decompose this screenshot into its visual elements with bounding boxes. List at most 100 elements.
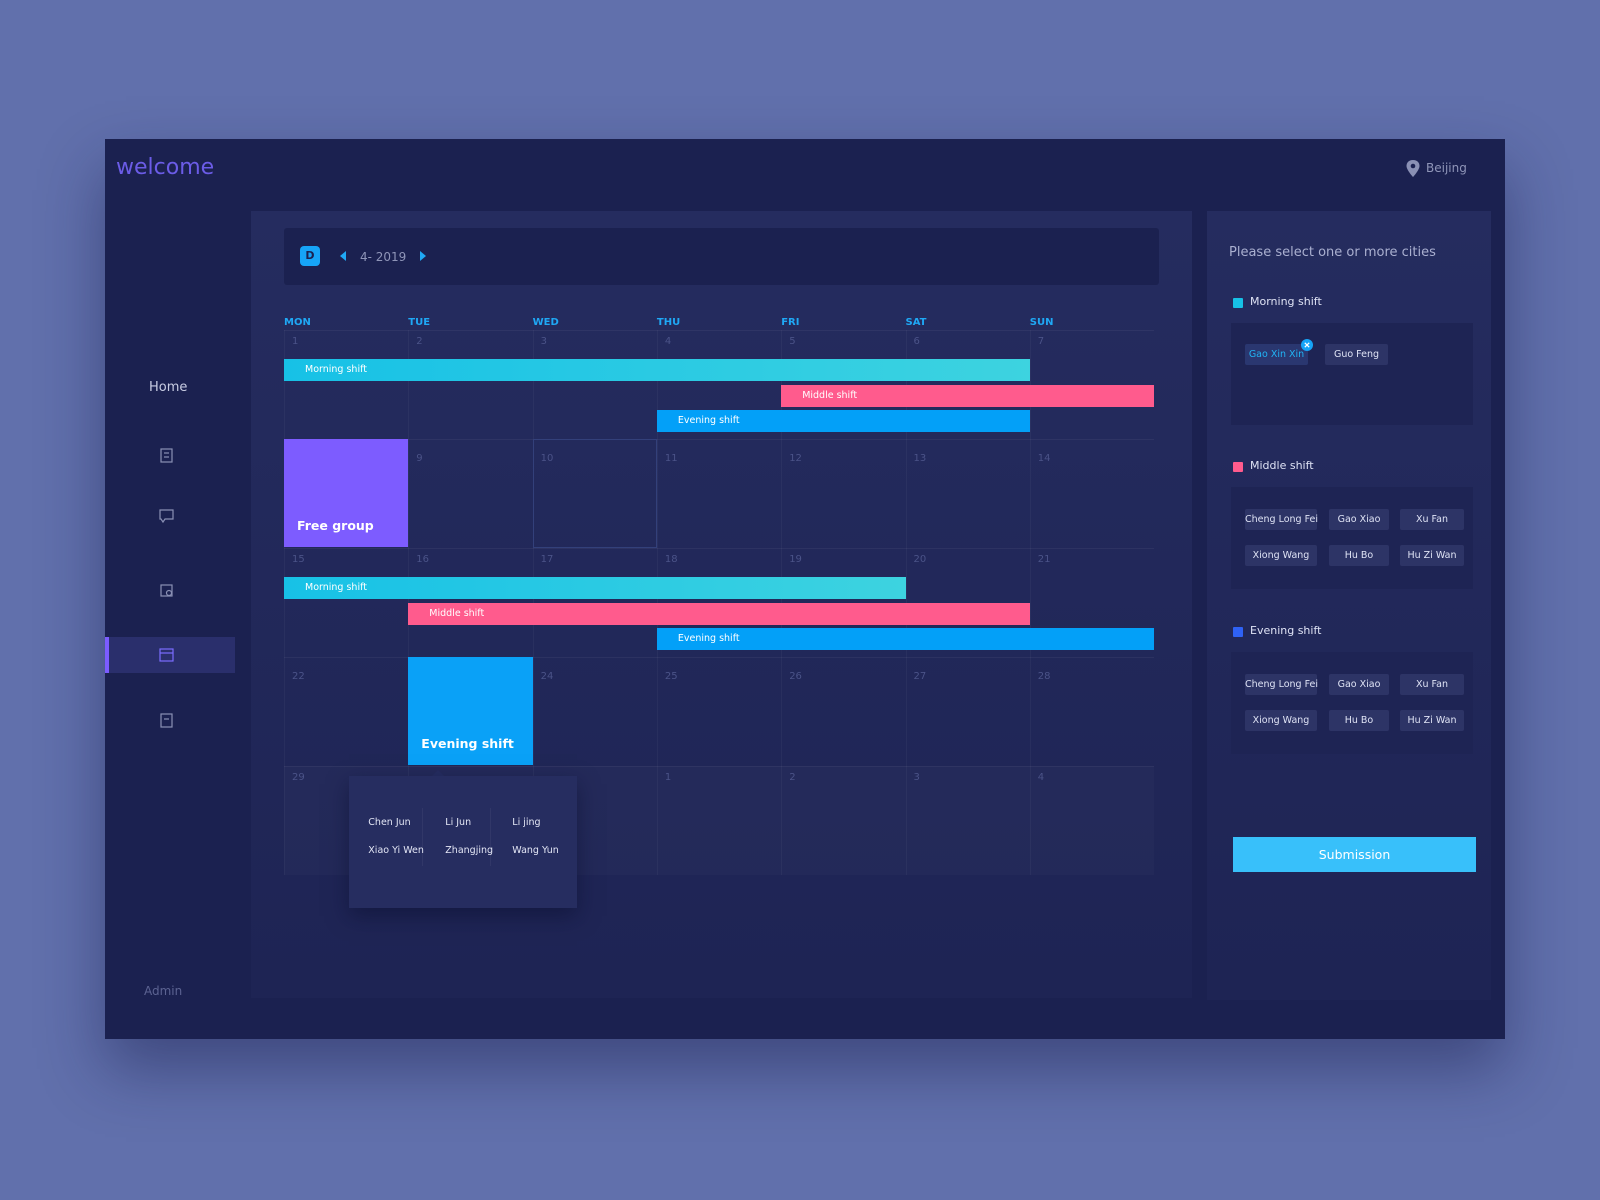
day-number: 6 bbox=[913, 336, 920, 347]
day-cell[interactable] bbox=[1029, 657, 1154, 766]
member-name[interactable]: Li Jun bbox=[445, 817, 472, 828]
day-cell[interactable] bbox=[656, 766, 781, 875]
member-name[interactable]: Li jing bbox=[512, 817, 541, 828]
remove-badge[interactable] bbox=[1301, 339, 1313, 351]
day-cell[interactable] bbox=[284, 766, 408, 875]
day-number: 3 bbox=[540, 336, 547, 347]
day-cell[interactable] bbox=[284, 548, 408, 657]
next-button[interactable] bbox=[419, 251, 427, 261]
nav-home[interactable]: Home bbox=[149, 380, 188, 395]
day-number: 2 bbox=[416, 336, 423, 347]
day-number: 10 bbox=[540, 453, 554, 464]
day-cell[interactable] bbox=[905, 439, 1030, 548]
shift-bar[interactable]: Middle shift bbox=[781, 384, 1155, 407]
day-cell[interactable] bbox=[408, 439, 532, 548]
day-number: 1 bbox=[292, 336, 299, 347]
day-cell[interactable] bbox=[1029, 548, 1154, 657]
selection-panel: Please select one or more cities Morning… bbox=[1207, 211, 1491, 1000]
member-chip[interactable]: Hu Bo bbox=[1329, 710, 1389, 731]
day-number: 25 bbox=[664, 671, 678, 682]
nav-active[interactable] bbox=[105, 637, 235, 673]
location-icon bbox=[1406, 160, 1420, 177]
day-number: 4 bbox=[664, 336, 672, 347]
shift-bar[interactable]: Morning shift bbox=[284, 359, 1030, 381]
day-number: 13 bbox=[913, 453, 927, 464]
calendar-toolbar: D 4- 2019 bbox=[284, 228, 1159, 285]
group-name: Morning shift bbox=[1250, 295, 1322, 308]
shift-block[interactable]: Free group bbox=[284, 439, 409, 547]
day-cell[interactable] bbox=[408, 330, 532, 439]
day-cell[interactable] bbox=[905, 766, 1030, 875]
user-name[interactable]: Admin bbox=[144, 984, 183, 998]
nav-icon[interactable] bbox=[159, 509, 174, 524]
day-cell[interactable] bbox=[532, 439, 657, 548]
day-cell[interactable] bbox=[1029, 439, 1154, 548]
day-cell[interactable] bbox=[905, 657, 1030, 766]
group-name: Evening shift bbox=[1250, 624, 1322, 637]
day-number: 11 bbox=[664, 453, 678, 464]
block-label: Free group bbox=[297, 518, 374, 533]
weekday-label: THU bbox=[656, 317, 681, 328]
member-name[interactable]: Zhangjing bbox=[445, 845, 494, 856]
day-cell[interactable] bbox=[284, 657, 408, 766]
day-number: 20 bbox=[913, 554, 927, 565]
member-chip[interactable]: Guo Feng bbox=[1325, 344, 1388, 365]
month-label: 4- 2019 bbox=[360, 250, 407, 264]
member-chip[interactable]: Xiong Wang bbox=[1245, 545, 1317, 566]
group-swatch bbox=[1233, 462, 1243, 472]
nav-icon[interactable] bbox=[160, 584, 173, 597]
shift-block[interactable]: Evening shift bbox=[408, 657, 533, 765]
member-name[interactable]: Xiao Yi Wen bbox=[368, 845, 424, 856]
shift-bar[interactable]: Evening shift bbox=[656, 410, 1030, 432]
day-number: 4 bbox=[1037, 772, 1045, 783]
member-name[interactable]: Wang Yun bbox=[512, 845, 559, 856]
member-chip[interactable]: Hu Zi Wan bbox=[1400, 710, 1464, 731]
day-cell[interactable] bbox=[781, 657, 905, 766]
day-number: 24 bbox=[540, 671, 554, 682]
member-chip[interactable]: Gao Xin Xin bbox=[1245, 339, 1313, 365]
member-chip[interactable]: Xu Fan bbox=[1400, 509, 1464, 530]
day-number: 12 bbox=[789, 453, 802, 464]
day-number: 9 bbox=[416, 453, 423, 464]
member-chip[interactable]: Xu Fan bbox=[1400, 674, 1464, 695]
group-swatch bbox=[1233, 627, 1243, 637]
day-cell[interactable] bbox=[781, 766, 905, 875]
nav-icon[interactable] bbox=[160, 713, 173, 728]
popup-arrow bbox=[432, 770, 445, 776]
week-row bbox=[284, 548, 1155, 657]
shift-bar[interactable]: Middle shift bbox=[408, 602, 1030, 625]
calendar-panel: D 4- 2019 MON TUE WED THU FRI SAT SUN 1 2 3 4 5 6 7 9 1… bbox=[251, 211, 1192, 998]
day-cell[interactable] bbox=[1029, 766, 1154, 875]
day-cell[interactable] bbox=[532, 330, 657, 439]
app-window: welcome Beijing Home Admin D 4- 2019 MON… bbox=[105, 139, 1505, 1039]
day-cell[interactable] bbox=[656, 657, 781, 766]
member-chip[interactable]: Gao Xiao bbox=[1329, 674, 1389, 695]
day-cell[interactable] bbox=[781, 439, 905, 548]
day-cell[interactable] bbox=[656, 439, 781, 548]
member-chip[interactable]: Cheng Long Fei bbox=[1245, 509, 1318, 530]
shift-bar[interactable]: Morning shift bbox=[284, 577, 906, 599]
member-popup: Chen Jun Li Jun Li jing Xiao Yi Wen Zhangjin… bbox=[349, 776, 578, 908]
member-chip[interactable]: Hu Bo bbox=[1329, 545, 1389, 566]
nav-icon[interactable] bbox=[160, 448, 173, 463]
location[interactable]: Beijing bbox=[1426, 161, 1467, 175]
day-number: 18 bbox=[664, 554, 678, 565]
member-name[interactable]: Chen Jun bbox=[368, 817, 411, 828]
day-cell[interactable] bbox=[532, 657, 657, 766]
day-number: 7 bbox=[1037, 336, 1045, 347]
shift-bar[interactable]: Evening shift bbox=[656, 628, 1155, 650]
submit-button[interactable]: Submission bbox=[1233, 837, 1476, 872]
view-icon[interactable]: D bbox=[300, 246, 320, 266]
block-label: Evening shift bbox=[421, 736, 514, 751]
day-cell[interactable] bbox=[284, 330, 408, 439]
member-chip[interactable]: Cheng Long Fei bbox=[1245, 674, 1318, 695]
day-cell[interactable] bbox=[656, 330, 781, 439]
day-number: 21 bbox=[1037, 554, 1051, 565]
prev-button[interactable] bbox=[339, 251, 347, 261]
day-number: 29 bbox=[292, 772, 305, 783]
member-chip[interactable]: Xiong Wang bbox=[1245, 710, 1317, 731]
member-chip[interactable]: Hu Zi Wan bbox=[1400, 545, 1464, 566]
member-chip[interactable]: Gao Xiao bbox=[1329, 509, 1389, 530]
welcome-title: welcome bbox=[116, 155, 215, 180]
weekday-label: FRI bbox=[781, 317, 800, 328]
